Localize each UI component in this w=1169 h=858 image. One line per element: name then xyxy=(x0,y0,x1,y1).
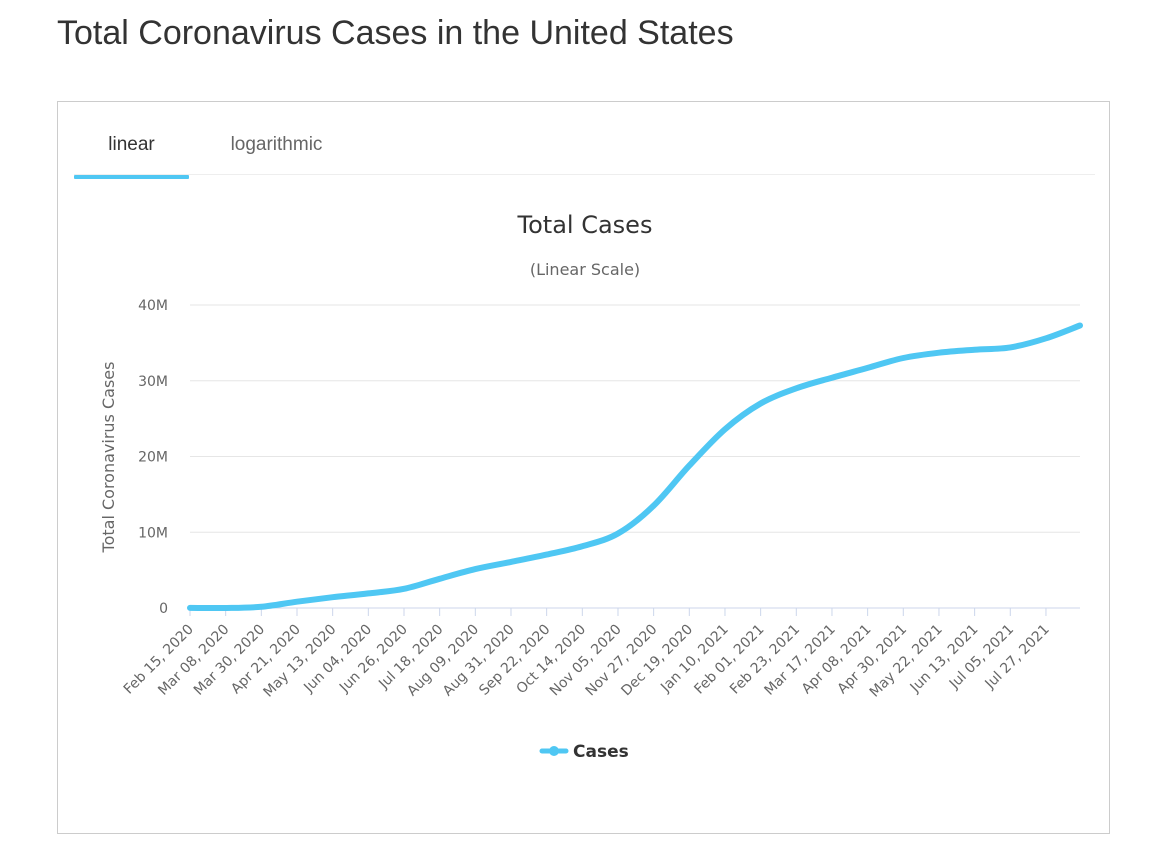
y-axis-title: Total Coronavirus Cases xyxy=(99,362,118,554)
data-point xyxy=(867,367,869,369)
y-tick-label: 10M xyxy=(138,525,168,541)
data-point xyxy=(617,533,619,534)
grid-lines xyxy=(190,304,1080,609)
data-point xyxy=(688,465,690,467)
data-point xyxy=(795,387,797,389)
data-point xyxy=(974,349,976,351)
scale-tabs: linear logarithmic xyxy=(74,102,1095,179)
data-point xyxy=(724,428,726,430)
y-tick-label: 0 xyxy=(159,601,168,617)
legend-dot-marker xyxy=(549,746,559,756)
chart-title: Total Cases xyxy=(517,211,653,239)
data-point xyxy=(831,377,833,379)
series-line-cases xyxy=(187,322,1083,612)
tab-logarithmic[interactable]: logarithmic xyxy=(230,134,323,155)
data-point xyxy=(1009,346,1011,348)
data-point xyxy=(332,596,334,598)
data-point xyxy=(902,357,904,359)
data-point xyxy=(439,578,441,580)
data-point xyxy=(225,607,227,609)
data-point xyxy=(474,568,476,570)
data-point xyxy=(546,554,548,556)
legend[interactable]: Cases xyxy=(539,742,629,762)
series-group xyxy=(187,322,1083,612)
tab-linear[interactable]: linear xyxy=(108,134,155,155)
chart-subtitle: (Linear Scale) xyxy=(530,260,640,279)
data-point xyxy=(510,561,512,563)
page-title: Total Coronavirus Cases in the United St… xyxy=(57,14,734,52)
legend-label-cases: Cases xyxy=(573,742,629,762)
data-point xyxy=(367,592,369,594)
data-point xyxy=(760,403,762,404)
data-point xyxy=(1045,337,1047,339)
data-point xyxy=(189,607,191,609)
data-point xyxy=(581,545,583,547)
data-point xyxy=(260,606,262,608)
data-point xyxy=(1079,325,1081,326)
data-point xyxy=(403,588,405,590)
active-tab-indicator xyxy=(74,175,189,179)
chart-panel: linear logarithmic 0 10M 20M 30M 40M Feb 15,… xyxy=(57,101,1110,834)
data-point xyxy=(938,352,940,354)
y-axis-ticks: 0 10M 20M 30M 40M xyxy=(138,298,168,617)
data-point xyxy=(296,601,298,603)
y-tick-label: 30M xyxy=(138,374,168,390)
y-tick-label: 40M xyxy=(138,298,168,314)
data-point xyxy=(653,505,655,507)
y-tick-label: 20M xyxy=(138,450,168,466)
